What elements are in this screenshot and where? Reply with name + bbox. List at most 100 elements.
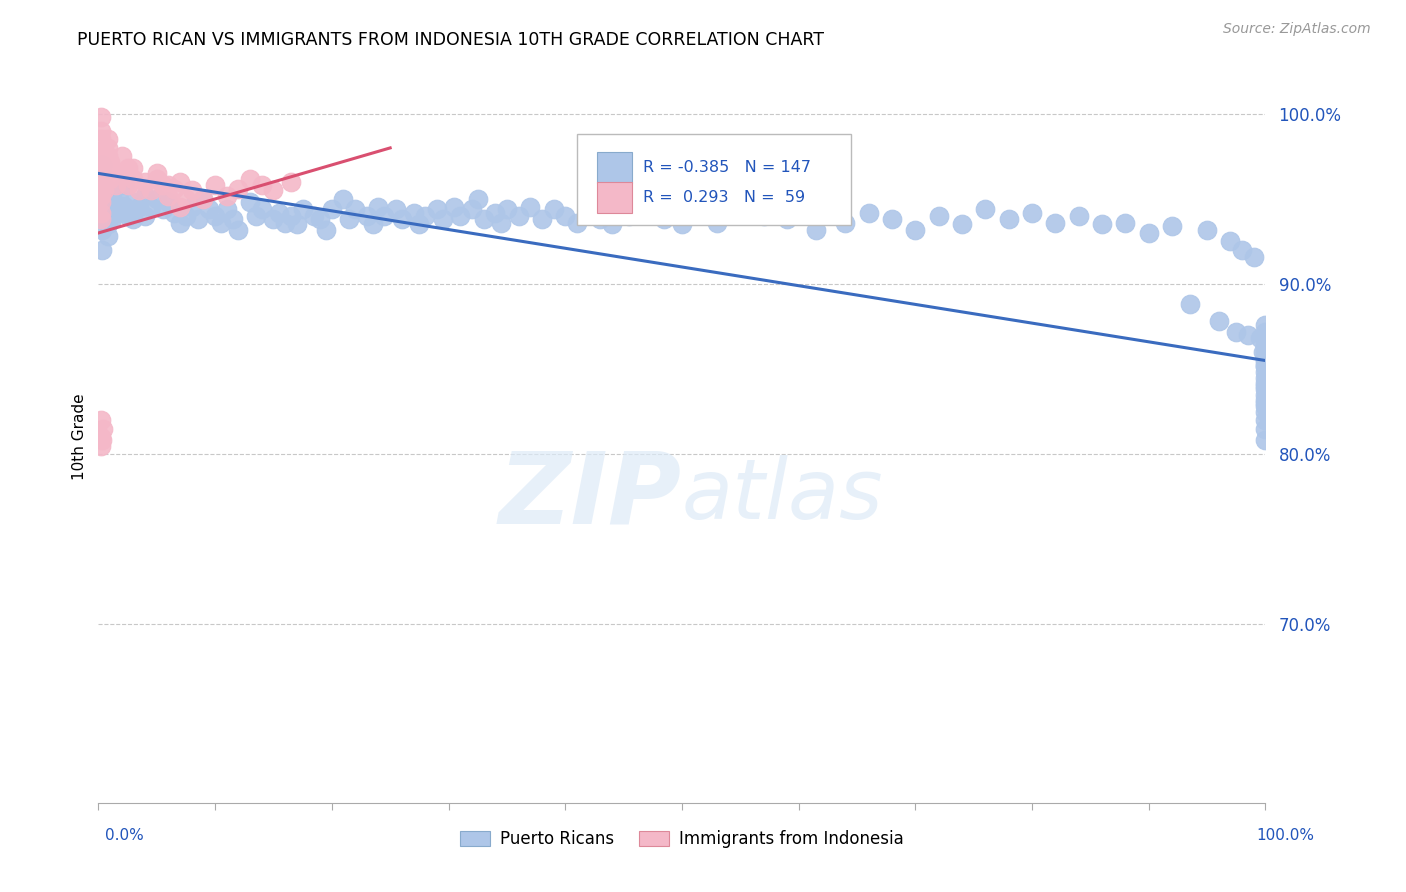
- Point: [139, 201, 162, 215]
- Point: [530, 212, 553, 227]
- Point: [215, 188, 238, 202]
- Point: [1254, 336, 1277, 351]
- Point: [776, 212, 799, 227]
- Point: [174, 192, 197, 206]
- Point: [361, 218, 384, 232]
- Point: [1254, 351, 1277, 366]
- Point: [1137, 226, 1160, 240]
- Point: [93, 183, 115, 197]
- Point: [1254, 318, 1277, 332]
- Point: [834, 216, 856, 230]
- Point: [565, 216, 588, 230]
- Point: [373, 209, 395, 223]
- Point: [262, 212, 284, 227]
- Point: [804, 222, 827, 236]
- Text: 100.0%: 100.0%: [1257, 828, 1315, 843]
- Point: [449, 209, 471, 223]
- Text: R =  0.293   N =  59: R = 0.293 N = 59: [644, 190, 806, 204]
- Point: [1254, 328, 1277, 343]
- Point: [97, 161, 120, 176]
- Point: [122, 161, 145, 176]
- Point: [215, 202, 238, 216]
- Point: [111, 166, 134, 180]
- Point: [1254, 376, 1277, 390]
- Point: [169, 201, 191, 215]
- Point: [880, 212, 903, 227]
- Point: [93, 161, 115, 176]
- Legend: Puerto Ricans, Immigrants from Indonesia: Puerto Ricans, Immigrants from Indonesia: [451, 822, 912, 856]
- Point: [315, 222, 337, 236]
- Point: [97, 192, 120, 206]
- Point: [1254, 366, 1277, 380]
- Point: [101, 188, 124, 202]
- Point: [280, 175, 302, 189]
- Point: [391, 212, 413, 227]
- Point: [90, 154, 112, 169]
- Point: [146, 166, 169, 180]
- Point: [408, 218, 430, 232]
- Point: [163, 182, 186, 196]
- Text: atlas: atlas: [682, 455, 883, 536]
- Point: [221, 212, 243, 227]
- Point: [688, 205, 710, 219]
- Text: R = -0.385   N = 147: R = -0.385 N = 147: [644, 160, 811, 175]
- Point: [671, 218, 693, 232]
- Point: [117, 209, 139, 223]
- Point: [112, 178, 135, 193]
- Point: [97, 141, 120, 155]
- Point: [1237, 328, 1260, 343]
- Point: [1067, 209, 1090, 223]
- Point: [321, 202, 343, 216]
- Point: [90, 171, 112, 186]
- Point: [134, 175, 156, 189]
- Point: [90, 132, 112, 146]
- Point: [152, 202, 174, 216]
- Point: [1254, 413, 1277, 427]
- Point: [1254, 383, 1277, 397]
- Point: [128, 183, 150, 197]
- Point: [98, 161, 121, 176]
- Point: [589, 212, 612, 227]
- Point: [1254, 387, 1277, 401]
- Point: [239, 171, 262, 186]
- Point: [193, 192, 215, 206]
- Point: [97, 209, 120, 223]
- Point: [117, 178, 139, 193]
- Point: [90, 413, 112, 427]
- Point: [1254, 434, 1277, 448]
- Point: [90, 183, 112, 197]
- Point: [413, 209, 436, 223]
- Point: [112, 199, 135, 213]
- Point: [402, 205, 425, 219]
- Point: [904, 222, 927, 236]
- Point: [97, 168, 120, 182]
- Point: [489, 216, 512, 230]
- Point: [543, 202, 565, 216]
- FancyBboxPatch shape: [576, 134, 851, 225]
- Point: [1254, 400, 1277, 414]
- Point: [93, 149, 115, 163]
- Point: [367, 201, 389, 215]
- Point: [180, 183, 202, 197]
- Point: [139, 183, 162, 197]
- Point: [97, 149, 120, 163]
- Point: [1254, 355, 1277, 369]
- Point: [269, 205, 291, 219]
- Point: [98, 154, 121, 169]
- Y-axis label: 10th Grade: 10th Grade: [72, 393, 87, 481]
- Point: [228, 182, 250, 196]
- Point: [1114, 216, 1136, 230]
- Point: [174, 209, 197, 223]
- Point: [1208, 314, 1230, 328]
- Point: [426, 202, 449, 216]
- Point: [1254, 348, 1277, 362]
- Point: [90, 205, 112, 219]
- Point: [974, 202, 997, 216]
- Point: [90, 434, 112, 448]
- Point: [228, 222, 250, 236]
- Text: ZIP: ZIP: [499, 447, 682, 544]
- Text: 0.0%: 0.0%: [105, 828, 145, 843]
- Point: [146, 171, 169, 186]
- Point: [157, 178, 180, 193]
- Point: [163, 205, 186, 219]
